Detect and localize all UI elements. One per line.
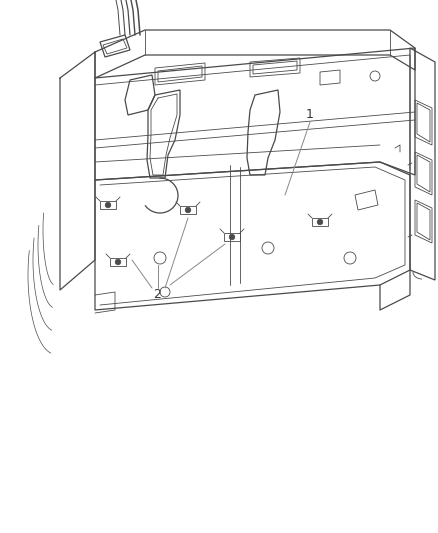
Circle shape (229, 234, 235, 240)
Text: 1: 1 (306, 109, 314, 122)
Circle shape (185, 207, 191, 213)
Circle shape (317, 219, 323, 225)
Text: 2: 2 (153, 288, 161, 302)
Circle shape (115, 259, 121, 265)
Circle shape (105, 202, 111, 208)
